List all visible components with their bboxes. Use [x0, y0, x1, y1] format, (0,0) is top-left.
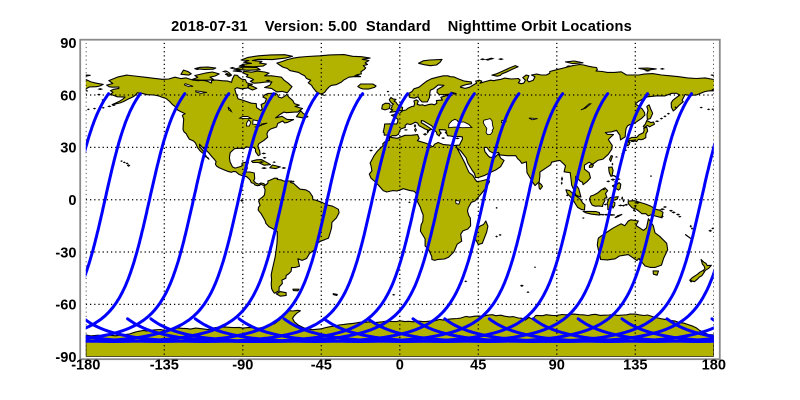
svg-text:30: 30	[60, 141, 76, 157]
svg-text:60: 60	[60, 88, 76, 104]
svg-text:-45: -45	[311, 357, 332, 373]
svg-text:-90: -90	[55, 350, 76, 366]
svg-text:2018-07-31 Version: 5.00 S: 2018-07-31 Version: 5.00 Standard Nightt…	[171, 19, 632, 35]
svg-text:-90: -90	[232, 357, 253, 373]
svg-text:-30: -30	[55, 245, 76, 261]
svg-text:90: 90	[549, 357, 565, 373]
svg-text:180: 180	[702, 357, 726, 373]
svg-text:-180: -180	[71, 357, 100, 373]
svg-text:0: 0	[68, 193, 76, 209]
svg-text:0: 0	[396, 357, 404, 373]
svg-text:135: 135	[623, 357, 647, 373]
svg-text:-60: -60	[55, 298, 76, 314]
svg-text:45: 45	[470, 357, 486, 373]
svg-text:90: 90	[60, 36, 76, 52]
svg-text:-135: -135	[150, 357, 179, 373]
